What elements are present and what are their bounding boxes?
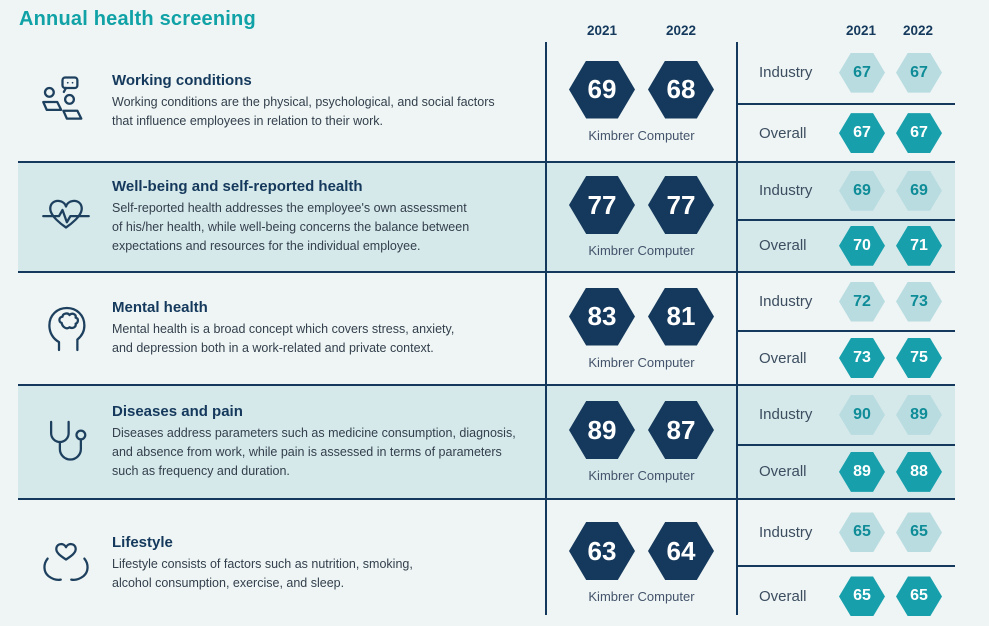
company-label: Kimbrer Computer: [588, 243, 695, 258]
category-info: Diseases and pain Diseases address param…: [18, 386, 546, 498]
company-score-panel: 63 64 Kimbrer Computer: [546, 500, 737, 626]
industry-subrow: Industry 65 65: [737, 500, 955, 567]
overall-score-2021-hexagon: 73: [839, 338, 885, 379]
head-brain-icon: [36, 299, 96, 359]
industry-score-2021-hexagon: 67: [839, 52, 885, 93]
overall-label: Overall: [759, 124, 807, 142]
overall-score-2021-hexagon: 89: [839, 451, 885, 492]
page-header: Annual health screening 2021 2022 2021 2…: [0, 0, 989, 42]
overall-label: Overall: [759, 349, 807, 367]
industry-label: Industry: [759, 406, 813, 424]
industry-score-2021-hexagon: 90: [839, 394, 885, 435]
category-description: Working conditions are the physical, psy…: [112, 95, 495, 128]
industry-score-2022-hexagon: 69: [896, 170, 942, 211]
benchmark-panel: Industry 65 65 Overall 65 65: [737, 500, 955, 626]
industry-label: Industry: [759, 293, 813, 311]
benchmark-panel: Industry 69 69 Overall 70 71: [737, 163, 955, 271]
company-score-2022-hexagon: 77: [648, 176, 714, 234]
company-score-2022-hexagon: 68: [648, 60, 714, 119]
overall-score-2022-hexagon: 75: [896, 338, 942, 379]
row-working-conditions: Working conditions Working conditions ar…: [18, 42, 955, 161]
industry-score-2021-hexagon: 69: [839, 170, 885, 211]
company-label: Kimbrer Computer: [588, 127, 695, 143]
overall-score-2022-hexagon: 88: [896, 451, 942, 492]
category-title: Working conditions: [112, 72, 252, 89]
category-info: Lifestyle Lifestyle consists of factors …: [18, 500, 546, 626]
overall-subrow: Overall 70 71: [737, 221, 955, 271]
industry-subrow: Industry 72 73: [737, 273, 955, 333]
industry-label: Industry: [759, 64, 813, 82]
page-title: Annual health screening: [19, 8, 256, 30]
people-chat-laptops-icon: [36, 72, 96, 132]
benchmark-panel-left-divider: [736, 42, 738, 615]
company-score-panel: 83 81 Kimbrer Computer: [546, 273, 737, 384]
industry-label: Industry: [759, 182, 813, 200]
overall-score-2021-hexagon: 65: [839, 576, 885, 617]
company-score-panel: 69 68 Kimbrer Computer: [546, 42, 737, 161]
benchmark-year-2022-header: 2022: [902, 23, 934, 38]
overall-subrow: Overall 89 88: [737, 446, 955, 498]
company-label: Kimbrer Computer: [588, 354, 695, 370]
benchmark-panel: Industry 67 67 Overall 67 67: [737, 42, 955, 161]
company-score-2021-hexagon: 63: [569, 522, 635, 580]
benchmark-panel: Industry 90 89 Overall 89 88: [737, 386, 955, 498]
overall-score-2021-hexagon: 70: [839, 225, 885, 266]
company-label: Kimbrer Computer: [588, 589, 695, 604]
company-score-panel: 89 87 Kimbrer Computer: [546, 386, 737, 498]
company-year-2022-header: 2022: [665, 23, 697, 38]
industry-subrow: Industry 69 69: [737, 163, 955, 221]
category-title: Lifestyle: [112, 533, 173, 551]
hands-holding-heart-icon: [36, 533, 96, 593]
category-info: Working conditions Working conditions ar…: [18, 42, 546, 161]
company-score-2021-hexagon: 83: [569, 287, 635, 346]
company-score-2022-hexagon: 81: [648, 287, 714, 346]
overall-score-2022-hexagon: 67: [896, 113, 942, 154]
industry-score-2021-hexagon: 72: [839, 281, 885, 322]
company-score-panel: 77 77 Kimbrer Computer: [546, 163, 737, 271]
industry-score-2022-hexagon: 73: [896, 281, 942, 322]
industry-score-2022-hexagon: 65: [896, 512, 942, 553]
row-lifestyle: Lifestyle Lifestyle consists of factors …: [18, 498, 955, 626]
category-description: Mental health is a broad concept which c…: [112, 322, 455, 355]
overall-subrow: Overall 67 67: [737, 105, 955, 161]
benchmark-year-2021-header: 2021: [845, 23, 877, 38]
company-score-2021-hexagon: 77: [569, 176, 635, 234]
category-info: Well-being and self-reported health Self…: [18, 163, 546, 271]
industry-subrow: Industry 67 67: [737, 42, 955, 106]
company-score-2021-hexagon: 89: [569, 401, 635, 459]
row-mental-health: Mental health Mental health is a broad c…: [18, 271, 955, 384]
company-year-2021-header: 2021: [586, 23, 618, 38]
stethoscope-icon: [36, 412, 96, 472]
benchmark-panel: Industry 72 73 Overall 73 75: [737, 273, 955, 384]
company-score-2021-hexagon: 69: [569, 60, 635, 119]
company-score-2022-hexagon: 64: [648, 522, 714, 580]
category-title: Well-being and self-reported health: [112, 178, 363, 195]
company-score-2022-hexagon: 87: [648, 401, 714, 459]
screening-rows: Working conditions Working conditions ar…: [18, 42, 955, 626]
heart-pulse-icon: [36, 187, 96, 247]
category-title: Mental health: [112, 299, 208, 316]
row-well-being: Well-being and self-reported health Self…: [18, 161, 955, 271]
category-info: Mental health Mental health is a broad c…: [18, 273, 546, 384]
industry-subrow: Industry 90 89: [737, 386, 955, 446]
overall-score-2021-hexagon: 67: [839, 113, 885, 154]
category-description: Lifestyle consists of factors such as nu…: [112, 556, 413, 590]
overall-label: Overall: [759, 237, 807, 255]
overall-score-2022-hexagon: 71: [896, 225, 942, 266]
category-description: Diseases address parameters such as medi…: [112, 426, 516, 478]
overall-label: Overall: [759, 587, 807, 605]
row-diseases-and-pain: Diseases and pain Diseases address param…: [18, 384, 955, 498]
industry-score-2022-hexagon: 89: [896, 394, 942, 435]
industry-score-2022-hexagon: 67: [896, 52, 942, 93]
overall-subrow: Overall 73 75: [737, 332, 955, 384]
company-label: Kimbrer Computer: [588, 468, 695, 483]
company-panel-left-divider: [545, 42, 547, 615]
category-title: Diseases and pain: [112, 403, 243, 420]
industry-label: Industry: [759, 523, 813, 541]
overall-label: Overall: [759, 463, 807, 481]
overall-score-2022-hexagon: 65: [896, 576, 942, 617]
category-description: Self-reported health addresses the emplo…: [112, 201, 470, 253]
overall-subrow: Overall 65 65: [737, 567, 955, 626]
industry-score-2021-hexagon: 65: [839, 512, 885, 553]
